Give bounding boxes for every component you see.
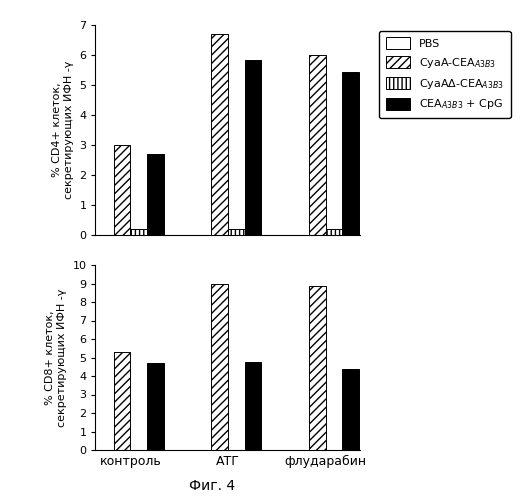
Legend: PBS, CyaA-CEA$_{A3B3}$, CyaAΔ-CEA$_{A3B3}$, CEA$_{A3B3}$ + CpG: PBS, CyaA-CEA$_{A3B3}$, CyaAΔ-CEA$_{A3B3… (379, 30, 511, 118)
Bar (113, 145, 130, 235)
Bar (309, 286, 325, 450)
Bar (113, 352, 130, 450)
Bar (245, 60, 261, 235)
Bar (342, 72, 359, 235)
Bar (245, 362, 261, 450)
Bar (130, 229, 147, 235)
Y-axis label: % CD8+ клеток,
секретирующих ИФН -γ: % CD8+ клеток, секретирующих ИФН -γ (45, 288, 67, 426)
Bar (325, 229, 342, 235)
Bar (309, 55, 325, 235)
Y-axis label: % CD4+ клеток,
секретирующих ИФН -γ: % CD4+ клеток, секретирующих ИФН -γ (52, 61, 74, 199)
Bar (211, 34, 228, 235)
Bar (228, 229, 245, 235)
Bar (211, 284, 228, 450)
Text: Фиг. 4: Фиг. 4 (189, 479, 235, 493)
Bar (147, 154, 164, 235)
Bar (342, 368, 359, 450)
Bar (147, 363, 164, 450)
